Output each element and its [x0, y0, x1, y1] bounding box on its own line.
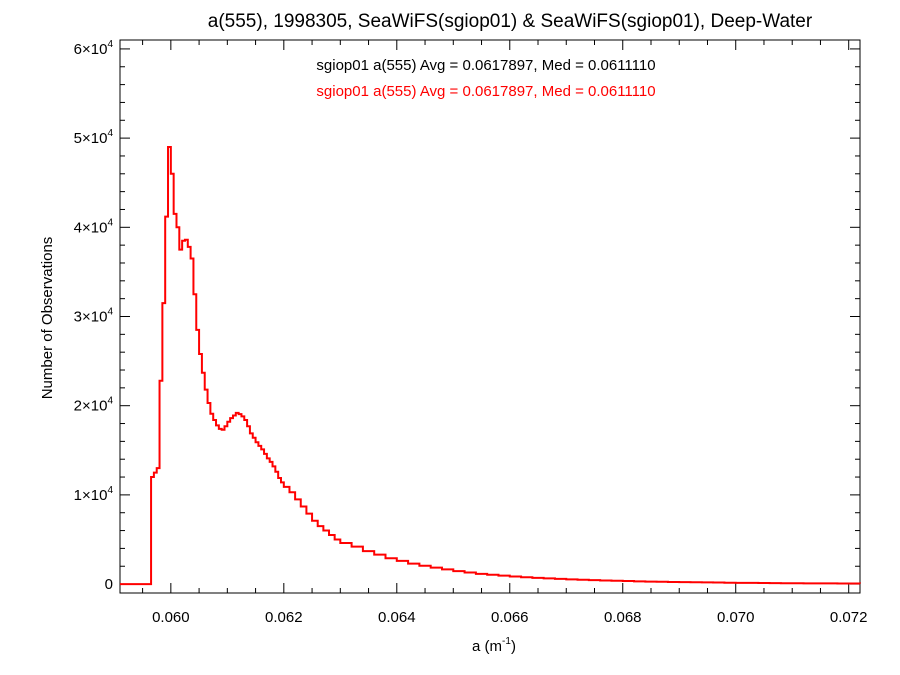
y-tick-label: 6×104 [74, 39, 114, 58]
y-tick-label-base: 1×10 [74, 487, 108, 504]
y-tick-label-exponent: 4 [107, 485, 113, 496]
x-axis-label-exponent: -1 [502, 636, 511, 647]
x-tick-label: 0.062 [265, 609, 303, 626]
y-tick-label-base: 3×10 [74, 309, 108, 326]
axis-ticks [120, 40, 860, 593]
y-tick-label: 4×104 [74, 217, 114, 236]
y-tick-label-base: 2×10 [74, 398, 108, 415]
x-tick-label: 0.070 [717, 609, 755, 626]
x-tick-label: 0.064 [378, 609, 416, 626]
y-tick-label: 0 [105, 576, 113, 593]
y-tick-label-exponent: 4 [107, 307, 113, 318]
y-tick-label-base: 5×10 [74, 130, 108, 147]
series-line [120, 146, 861, 586]
x-tick-label: 0.066 [491, 609, 529, 626]
y-tick-label-exponent: 4 [107, 217, 113, 228]
y-axis-label: Number of Observations [39, 237, 56, 400]
y-tick-label-exponent: 4 [107, 39, 113, 50]
x-tick-label: 0.068 [604, 609, 642, 626]
y-tick-label-base: 6×10 [74, 41, 108, 58]
x-tick-label: 0.072 [830, 609, 868, 626]
x-tick-labels: 0.060 0.062 0.064 0.066 0.068 0.070 0.072 [152, 609, 867, 626]
y-tick-label-base: 4×10 [74, 219, 108, 236]
y-tick-label: 5×104 [74, 128, 114, 147]
y-tick-label: 2×104 [74, 396, 114, 415]
chart-title: a(555), 1998305, SeaWiFS(sgiop01) & SeaW… [208, 11, 813, 32]
x-axis-label: a (m-1) [472, 636, 516, 655]
y-tick-label: 1×104 [74, 485, 114, 504]
annotation-red: sgiop01 a(555) Avg = 0.0617897, Med = 0.… [316, 83, 655, 100]
plot-frame [119, 39, 861, 594]
y-tick-label-exponent: 4 [107, 396, 113, 407]
y-tick-label-exponent: 4 [107, 128, 113, 139]
annotation-black: sgiop01 a(555) Avg = 0.0617897, Med = 0.… [316, 57, 655, 74]
x-axis-label-base: a (m [472, 638, 502, 655]
x-axis-label-close: ) [511, 638, 516, 655]
x-tick-label: 0.060 [152, 609, 190, 626]
series-layer [120, 146, 861, 586]
y-tick-label: 3×104 [74, 307, 114, 326]
